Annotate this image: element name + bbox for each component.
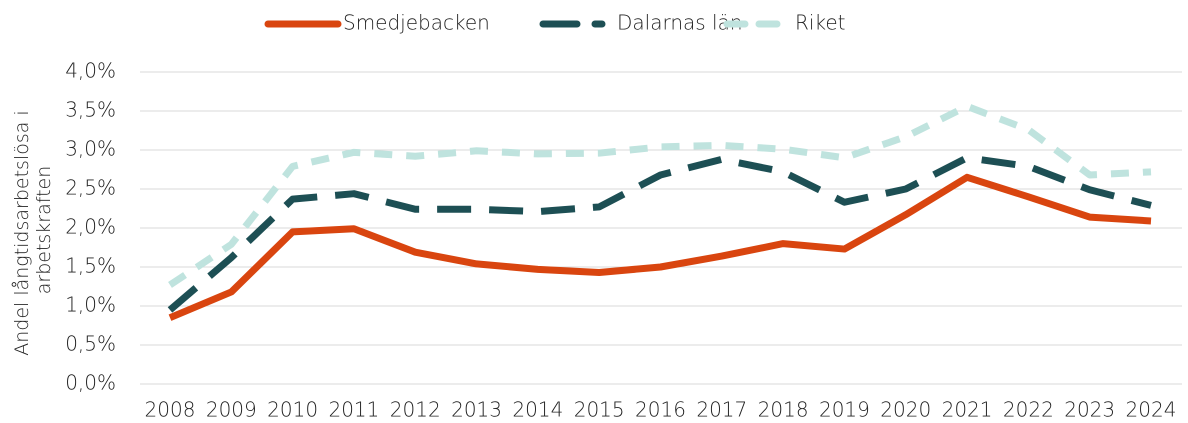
x-tick-label: 2021 <box>942 398 993 422</box>
x-tick-label: 2017 <box>696 398 747 422</box>
line-series <box>168 173 1152 321</box>
x-tick-label: 2022 <box>1003 398 1054 422</box>
legend-label: Riket <box>795 11 845 35</box>
x-tick-label: 2023 <box>1064 398 1115 422</box>
legend-label: Dalarnas län <box>617 11 743 35</box>
x-tick-label: 2011 <box>328 398 379 422</box>
x-tick-label: 2024 <box>1126 398 1177 422</box>
y-tick-label: 3,0% <box>65 137 116 161</box>
y-axis-label-line: Andel långtidsarbetslösa i <box>11 110 33 355</box>
y-tick-label: 0,0% <box>65 371 116 395</box>
x-tick-label: 2010 <box>267 398 318 422</box>
y-tick-label: 4,0% <box>65 59 116 83</box>
x-tick-label: 2008 <box>145 398 196 422</box>
x-tick-label: 2015 <box>574 398 625 422</box>
x-tick-label: 2020 <box>880 398 931 422</box>
x-tick-label: 2018 <box>758 398 809 422</box>
line-series <box>168 102 1152 288</box>
x-tick-label: 2016 <box>635 398 686 422</box>
x-tick-label: 2012 <box>390 398 441 422</box>
y-tick-label: 0,5% <box>65 332 116 356</box>
x-tick-label: 2013 <box>451 398 502 422</box>
y-tick-label: 2,0% <box>65 215 116 239</box>
x-tick-label: 2014 <box>512 398 563 422</box>
y-tick-label: 1,5% <box>65 254 116 278</box>
y-axis-label-line: arbetskraften <box>32 166 54 295</box>
x-tick-label: 2019 <box>819 398 870 422</box>
y-tick-label: 3,5% <box>65 98 116 122</box>
y-tick-label: 2,5% <box>65 176 116 200</box>
legend-label: Smedjebacken <box>343 11 490 35</box>
x-tick-label: 2009 <box>206 398 257 422</box>
y-axis-label: Andel långtidsarbetslösa i arbetskraften <box>11 104 55 356</box>
line-series <box>167 154 1152 313</box>
y-tick-label: 1,0% <box>65 293 116 317</box>
